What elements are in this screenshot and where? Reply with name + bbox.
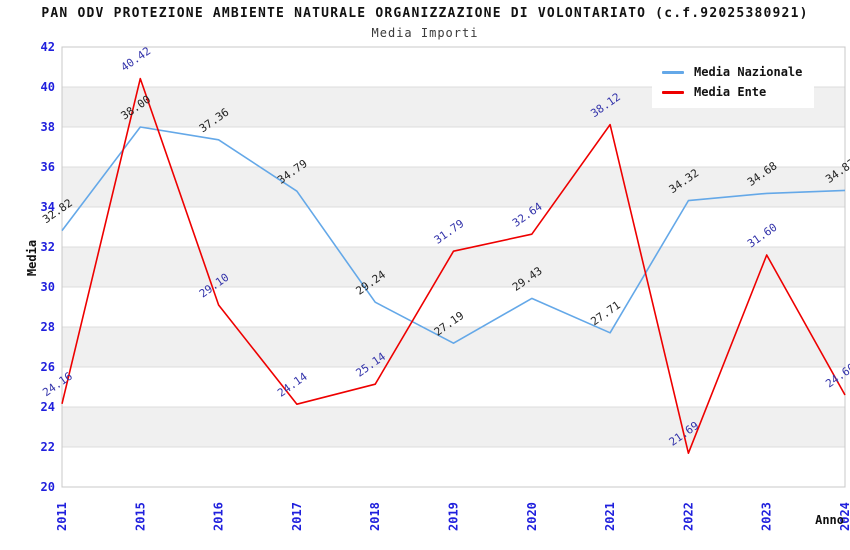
y-tick-label: 32: [41, 240, 55, 254]
series-line-0: [61, 126, 846, 345]
point-label: 31.79: [432, 217, 467, 247]
point-label: 24.14: [275, 370, 310, 400]
y-tick-label: 30: [41, 280, 55, 294]
legend-item-media-ente: Media Ente: [662, 82, 808, 102]
y-tick-label: 24: [41, 400, 55, 414]
plot-border: [61, 46, 846, 488]
y-tick-label: 38: [41, 120, 55, 134]
chart-legend: Media Nazionale Media Ente: [652, 56, 814, 108]
plot-band: [62, 247, 845, 287]
x-tick-label: 2017: [290, 502, 304, 531]
x-tick-label: 2024: [838, 502, 850, 531]
legend-swatch-1: [662, 90, 684, 94]
plot-band: [62, 407, 845, 447]
y-axis-title: Media: [25, 239, 39, 277]
legend-item-media-nazionale: Media Nazionale: [662, 62, 808, 82]
x-tick-label: 2021: [603, 502, 617, 531]
point-label: 24.16: [40, 370, 75, 400]
legend-label: Media Ente: [694, 85, 767, 99]
point-label: 31.60: [745, 221, 780, 251]
series-line-1: [61, 77, 846, 455]
y-tick-label: 40: [41, 80, 55, 94]
x-tick-label: 2020: [525, 502, 539, 531]
point-label: 27.71: [588, 299, 623, 329]
x-tick-label: 2022: [681, 502, 695, 531]
x-tick-label: 2011: [55, 502, 69, 531]
y-tick-label: 42: [41, 40, 55, 54]
x-axis-title: Anno: [815, 513, 844, 527]
x-tick-label: 2019: [447, 502, 461, 531]
x-tick-label: 2018: [368, 502, 382, 531]
chart-subtitle: Media Importi: [371, 26, 479, 40]
y-tick-label: 36: [41, 160, 55, 174]
chart-title: PAN ODV PROTEZIONE AMBIENTE NATURALE ORG…: [41, 6, 809, 21]
plot-band: [62, 167, 845, 207]
legend-swatch-0: [662, 70, 684, 74]
y-tick-label: 22: [41, 440, 55, 454]
legend-label: Media Nazionale: [694, 65, 803, 79]
y-tick-label: 20: [41, 480, 55, 494]
point-label: 40.42: [119, 44, 154, 74]
x-tick-label: 2023: [760, 502, 774, 531]
y-tick-label: 28: [41, 320, 55, 334]
plot-band: [62, 327, 845, 367]
x-tick-label: 2016: [212, 502, 226, 531]
y-tick-label: 34: [41, 200, 55, 214]
x-tick-label: 2015: [133, 502, 147, 531]
y-tick-label: 26: [41, 360, 55, 374]
